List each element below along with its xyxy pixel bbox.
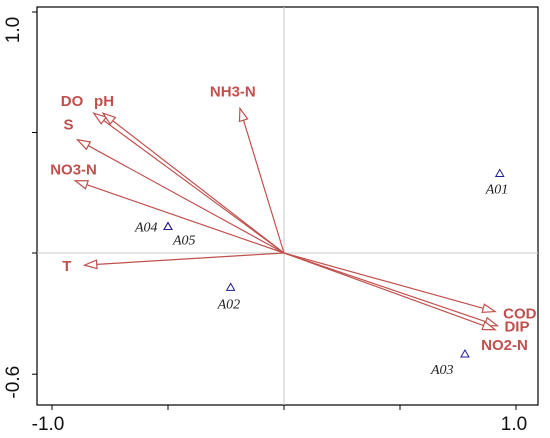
vector-s-arrowhead — [75, 138, 92, 151]
site-a04-label: A04 — [134, 220, 158, 235]
site-a01-label: A01 — [485, 182, 509, 197]
vector-no3-n-arrowhead — [73, 180, 90, 190]
site-a05-label: A05 — [172, 233, 196, 248]
axes: -1.0 1.0 -0.6 1.0 — [3, 11, 527, 435]
vector-ph-line — [112, 120, 285, 254]
site-a04-marker — [163, 221, 173, 230]
vector-dip-line — [283, 252, 486, 323]
vector-no2-n-label: NO2-N — [481, 337, 528, 354]
vector-nh3-n-line — [242, 120, 285, 254]
vector-do-arrowhead — [92, 112, 108, 125]
vector-cod-line — [283, 252, 484, 309]
vector-nh3-n-arrowhead — [238, 106, 249, 123]
vector-cod-label: COD — [503, 306, 537, 323]
vector-do-label: DO — [61, 93, 84, 110]
vector-no3-n-label: NO3-N — [50, 162, 97, 179]
vector-t-label: T — [62, 258, 71, 275]
site-a05-marker — [163, 221, 173, 230]
vector-t-arrowhead — [82, 259, 98, 270]
site-a03-marker — [460, 348, 470, 358]
x-tick-label: 1.0 — [501, 414, 527, 435]
vector-no3-n-line — [86, 184, 285, 254]
vector-s-line — [88, 145, 285, 254]
vector-ph-label: pH — [94, 93, 114, 110]
vector-no2-n-arrowhead — [481, 320, 497, 331]
plot-border — [36, 6, 539, 406]
y-tick-label: 1.0 — [3, 17, 24, 43]
vector-dip-label: DIP — [504, 319, 529, 336]
site-a02-marker — [225, 282, 236, 291]
vector-cod-arrowhead — [481, 303, 497, 313]
vector-no2-n-line — [283, 252, 484, 327]
y-tick-label: -0.6 — [3, 366, 24, 399]
vector-t-line — [96, 252, 285, 265]
vector-s-label: S — [64, 117, 74, 134]
site-a02-label: A02 — [217, 297, 241, 312]
site-markers: A01 A02 A03 A04 A05 — [134, 168, 509, 378]
vector-do-line — [103, 120, 285, 254]
site-a01-marker — [494, 168, 505, 177]
vector-nh3-n-label: NH3-N — [210, 83, 256, 100]
site-a03-label: A03 — [430, 363, 454, 378]
vector-ph-arrowhead — [101, 112, 117, 126]
x-tick-label: -1.0 — [32, 414, 65, 435]
reference-lines — [37, 7, 538, 405]
plot-frame — [36, 6, 539, 406]
